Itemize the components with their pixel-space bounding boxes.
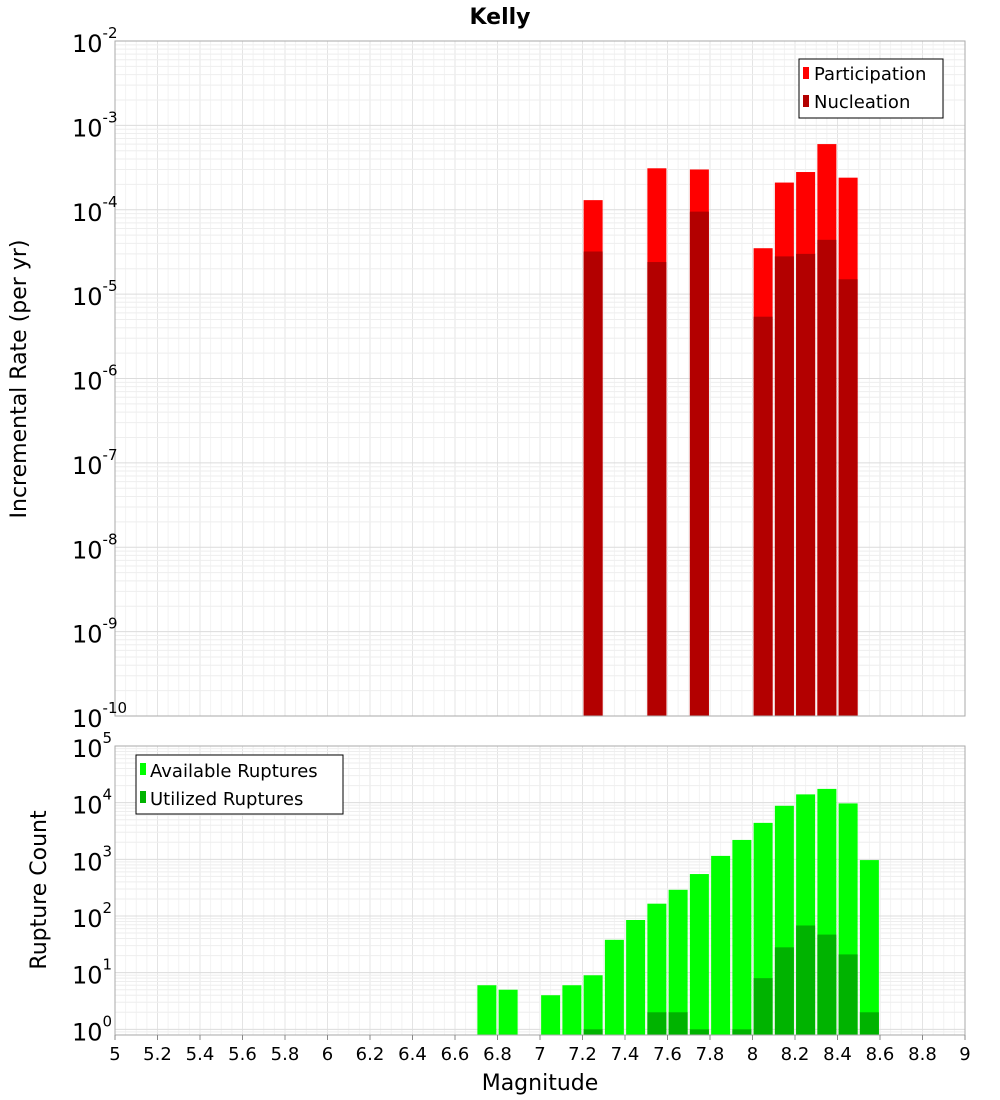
rate-b-bar bbox=[774, 256, 794, 716]
count-a-bar bbox=[711, 855, 731, 1035]
count-a-bar bbox=[668, 889, 688, 1035]
x-tick-label: 8.4 bbox=[823, 1044, 852, 1065]
x-tick-label: 6.4 bbox=[398, 1044, 427, 1065]
count-b-bar bbox=[774, 947, 794, 1035]
count-b-bar bbox=[583, 1029, 603, 1035]
count-a-bar bbox=[689, 874, 709, 1035]
count-a-bar bbox=[647, 903, 667, 1035]
count-b-bar bbox=[732, 1029, 752, 1035]
y-tick-label: 10-4 bbox=[72, 193, 118, 227]
rate-b-bar bbox=[753, 316, 773, 716]
rate-b-bar bbox=[838, 279, 858, 716]
count-a-bar bbox=[583, 975, 603, 1035]
x-tick-label: 9 bbox=[959, 1044, 970, 1065]
x-tick-label: 7.6 bbox=[653, 1044, 682, 1065]
legend-swatch-participation bbox=[803, 67, 809, 79]
x-tick-label: 5 bbox=[109, 1044, 120, 1065]
legend-label-participation: Participation bbox=[814, 64, 926, 85]
count-b-bar bbox=[817, 934, 837, 1035]
y-tick-label: 104 bbox=[72, 786, 112, 820]
x-tick-label: 5.4 bbox=[186, 1044, 215, 1065]
y-tick-label: 10-9 bbox=[72, 615, 118, 649]
y-tick-label: 103 bbox=[72, 842, 112, 876]
y-tick-label: 10-6 bbox=[72, 362, 118, 396]
top-y-axis-title: Incremental Rate (per yr) bbox=[7, 240, 32, 519]
top-plot-border bbox=[114, 40, 966, 717]
y-tick-label: 10-2 bbox=[72, 24, 118, 58]
count-a-bar bbox=[498, 989, 518, 1035]
top-y-tick-labels: 10-10 10-9 10-8 10-7 10-6 10-5 10-4 10-3 10-2 bbox=[72, 24, 127, 733]
count-b-bar bbox=[689, 1029, 709, 1035]
count-b-bar bbox=[796, 925, 816, 1035]
bottom-plot: 100 101 102 103 104 105 5 5.2 5.4 5.6 5.8 6 6.2 6.4 6… bbox=[27, 729, 971, 1096]
y-tick-label: 100 bbox=[72, 1012, 112, 1046]
x-tick-label: 7.2 bbox=[568, 1044, 597, 1065]
y-tick-label: 102 bbox=[72, 899, 112, 933]
count-a-bar bbox=[477, 985, 497, 1035]
top-plot: 10-10 10-9 10-8 10-7 10-6 10-5 10-4 10-3 10-2 In… bbox=[7, 24, 966, 733]
count-b-bar bbox=[838, 954, 858, 1035]
legend-swatch-available bbox=[140, 763, 146, 775]
top-legend: Participation Nucleation bbox=[798, 58, 944, 119]
legend-swatch-nucleation bbox=[803, 95, 809, 107]
x-tick-label: 7 bbox=[534, 1044, 545, 1065]
x-tick-label: 7.4 bbox=[611, 1044, 640, 1065]
x-tick-label: 6.6 bbox=[441, 1044, 470, 1065]
top-legend-box bbox=[798, 58, 944, 119]
x-tick-label: 8.8 bbox=[908, 1044, 937, 1065]
count-a-bar bbox=[859, 860, 879, 1035]
x-tick-label: 6 bbox=[322, 1044, 333, 1065]
count-b-bar bbox=[647, 1012, 667, 1035]
legend-label-available: Available Ruptures bbox=[150, 761, 318, 782]
count-a-bar bbox=[626, 919, 646, 1035]
bottom-y-axis-title: Rupture Count bbox=[27, 810, 52, 970]
chart-title: Kelly bbox=[469, 5, 530, 30]
rate-b-bar bbox=[583, 251, 603, 716]
bottom-legend: Available Ruptures Utilized Ruptures bbox=[135, 754, 344, 815]
y-tick-label: 105 bbox=[72, 729, 112, 763]
x-tick-label: 6.8 bbox=[483, 1044, 512, 1065]
x-tick-label: 7.8 bbox=[696, 1044, 725, 1065]
count-a-bar bbox=[541, 995, 561, 1035]
y-tick-label: 10-10 bbox=[72, 699, 127, 733]
rate-b-bar bbox=[817, 239, 837, 716]
y-tick-label: 10-7 bbox=[72, 446, 118, 480]
count-b-bar bbox=[753, 978, 773, 1035]
rate-b-bar bbox=[689, 211, 709, 716]
count-b-bar bbox=[668, 1012, 688, 1035]
y-tick-label: 10-3 bbox=[72, 108, 118, 142]
x-tick-label: 8 bbox=[747, 1044, 758, 1065]
bottom-bars bbox=[477, 788, 879, 1035]
rate-b-bar bbox=[796, 253, 816, 716]
x-tick-label: 5.2 bbox=[143, 1044, 172, 1065]
legend-swatch-utilized bbox=[140, 791, 146, 803]
x-tick-labels: 5 5.2 5.4 5.6 5.8 6 6.2 6.4 6.6 6.8 7 7.2 7.4 7.6 7.8 8… bbox=[109, 1035, 971, 1065]
y-tick-label: 10-5 bbox=[72, 277, 118, 311]
count-a-bar bbox=[604, 939, 624, 1035]
legend-label-nucleation: Nucleation bbox=[814, 92, 910, 113]
y-tick-label: 101 bbox=[72, 956, 112, 990]
count-b-bar bbox=[859, 1012, 879, 1035]
count-a-bar bbox=[732, 839, 752, 1035]
x-tick-label: 5.6 bbox=[228, 1044, 257, 1065]
top-gridlines bbox=[114, 41, 966, 717]
x-tick-label: 5.8 bbox=[271, 1044, 300, 1065]
x-tick-label: 8.2 bbox=[781, 1044, 810, 1065]
bottom-y-tick-labels: 100 101 102 103 104 105 bbox=[72, 729, 112, 1046]
count-a-bar bbox=[562, 985, 582, 1035]
rate-b-bar bbox=[647, 262, 667, 716]
top-bars bbox=[583, 144, 858, 717]
y-tick-label: 10-8 bbox=[72, 530, 118, 564]
x-axis-title: Magnitude bbox=[482, 1071, 599, 1096]
x-tick-label: 8.6 bbox=[866, 1044, 895, 1065]
bottom-legend-box bbox=[135, 754, 344, 815]
legend-label-utilized: Utilized Ruptures bbox=[150, 789, 303, 810]
x-tick-label: 6.2 bbox=[356, 1044, 385, 1065]
